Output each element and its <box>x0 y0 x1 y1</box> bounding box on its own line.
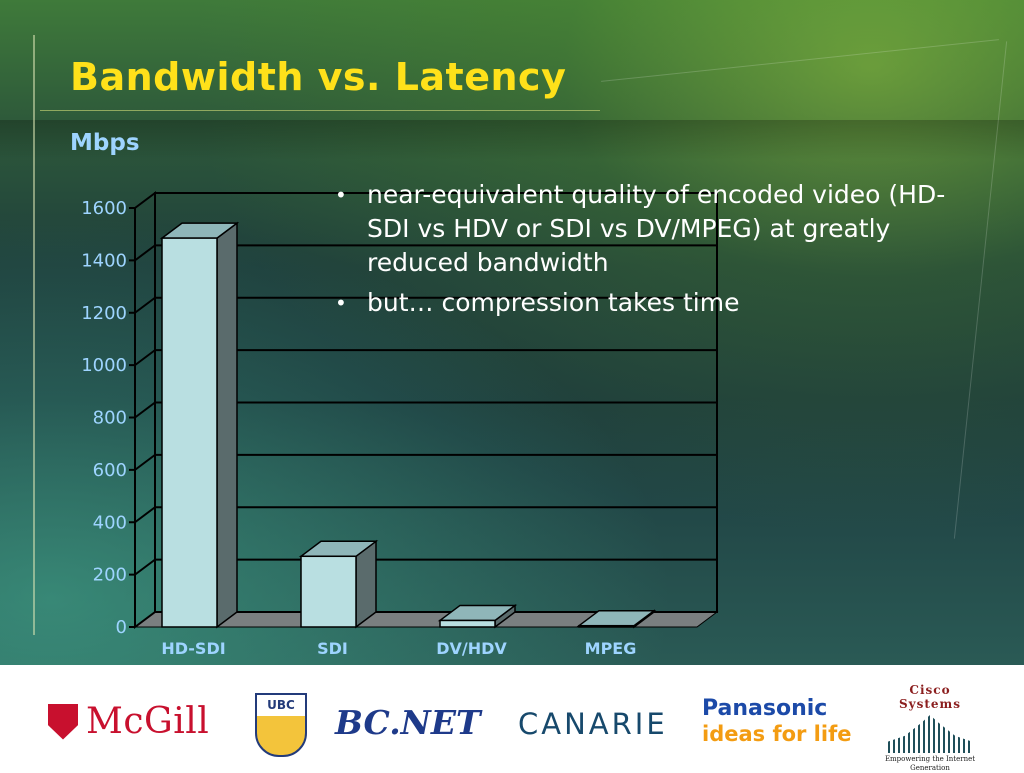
y-axis-tick-labels: 0 200 400 600 800 1000 1200 1400 1600 <box>81 198 127 638</box>
chart-bars <box>159 221 657 629</box>
bullet-dot-icon: • <box>335 291 347 315</box>
bar-dv-hdv <box>439 619 496 628</box>
ubc-logo: UBC <box>255 693 307 757</box>
bullet-text: but… compression takes time <box>367 288 740 317</box>
gridline-side <box>134 296 156 314</box>
y-tick-label: 1000 <box>81 355 127 376</box>
bar-chart: 0 200 400 600 800 1000 1200 1400 1600 HD-SDI SDI D… <box>81 191 719 658</box>
y-axis-unit-label: Mbps <box>70 130 140 156</box>
cisco-bridge-icon <box>888 715 972 753</box>
cisco-brand: Cisco Systems <box>898 683 962 711</box>
x-category-label: HD-SDI <box>161 639 225 658</box>
gridline-side <box>134 454 156 471</box>
y-tick-label: 1400 <box>81 250 127 271</box>
bar-hd-sdi <box>161 237 218 628</box>
bcnet-logo: BC.NET <box>335 703 481 742</box>
bullet-dot-icon: • <box>335 183 347 207</box>
decorative-vertical-line <box>33 35 35 635</box>
slide-title: Bandwidth vs. Latency <box>70 55 567 99</box>
gridline-side <box>134 244 156 262</box>
bullet-text: near-equivalent quality of encoded video… <box>367 180 946 277</box>
background-band <box>0 120 1024 160</box>
y-tick-label: 1200 <box>81 303 127 324</box>
y-tick-label: 400 <box>93 512 127 533</box>
bar-sdi <box>300 555 357 628</box>
x-axis-category-labels: HD-SDI SDI DV/HDV MPEG <box>161 639 636 658</box>
ubc-logo-text: UBC <box>267 698 295 712</box>
bullet-item: • near-equivalent quality of encoded vide… <box>335 178 975 280</box>
mcgill-logo: McGill <box>48 701 209 742</box>
sponsor-logo-bar: McGill UBC BC.NET CANARIE Panasonic idea… <box>0 665 1024 772</box>
panasonic-tagline: ideas for life <box>702 722 852 746</box>
bullet-item: • but… compression takes time <box>335 286 975 320</box>
bar-mpeg <box>578 624 635 628</box>
bcnet-logo-text: BC.NET <box>335 703 481 742</box>
y-tick-label: 800 <box>93 408 127 429</box>
slide-background: Bandwidth vs. Latency Mbps 0 200 400 600 800… <box>0 0 1024 665</box>
panasonic-brand: Panasonic <box>702 696 828 721</box>
canarie-logo-text: CANARIE <box>518 707 668 741</box>
panasonic-logo: Panasonic ideas for life <box>702 697 862 747</box>
y-tick-label: 600 <box>93 460 127 481</box>
x-category-label: SDI <box>317 639 348 658</box>
chart-gridlines <box>129 191 718 629</box>
mcgill-shield-icon <box>48 703 78 740</box>
bar-side <box>216 221 238 629</box>
bullet-list: • near-equivalent quality of encoded vide… <box>335 178 975 326</box>
gridline-side <box>134 506 156 524</box>
y-tick-label: 1600 <box>81 198 127 219</box>
cisco-tagline: Empowering the Internet Generation <box>884 755 976 772</box>
x-category-label: DV/HDV <box>436 639 507 658</box>
canarie-logo: CANARIE <box>518 707 668 741</box>
mcgill-logo-text: McGill <box>86 701 210 742</box>
cisco-logo: Cisco Systems Empowering the Internet Ge… <box>880 683 980 773</box>
y-tick-label: 0 <box>116 617 127 638</box>
gridline-side <box>134 349 156 366</box>
gridline-side <box>134 401 156 419</box>
x-category-label: MPEG <box>585 639 637 658</box>
title-underline <box>40 110 600 111</box>
gridline-side <box>134 558 156 576</box>
y-tick-label: 200 <box>93 565 127 586</box>
